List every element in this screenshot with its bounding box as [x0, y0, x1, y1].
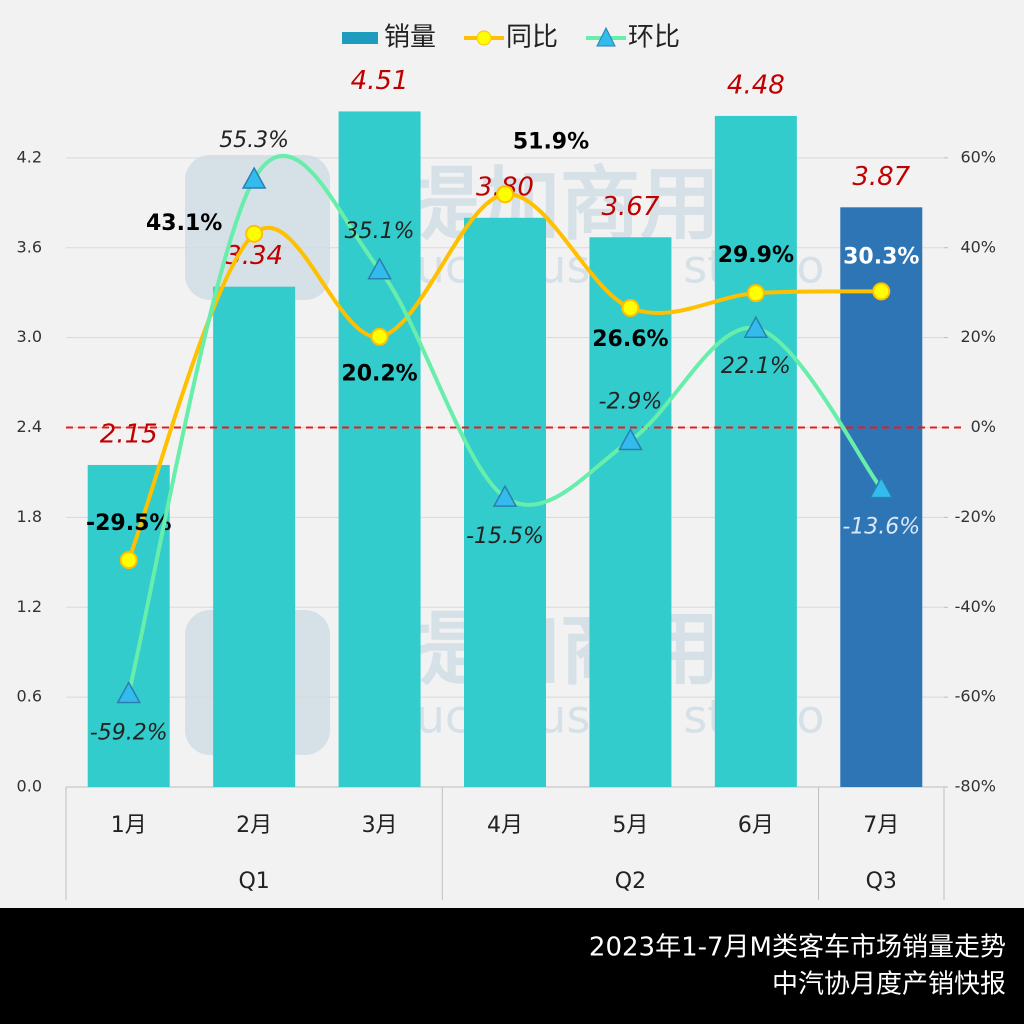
line-marker: [746, 284, 765, 303]
line-value-label: 22.1%: [721, 354, 791, 379]
y-tick-label: 0.6: [17, 687, 42, 706]
line-value-label: 35.1%: [345, 219, 415, 244]
line-marker: [241, 166, 267, 189]
y2-tick-label: 60%: [960, 147, 996, 166]
line-marker: [367, 257, 392, 280]
bar-value-label: 3.67: [601, 192, 659, 222]
y2-tick-label: -60%: [955, 687, 996, 706]
line-value-label: 51.9%: [513, 129, 589, 154]
bar-value-label: 2.15: [100, 419, 158, 449]
bar: [87, 464, 170, 787]
bar-value-label: 4.51: [351, 66, 409, 96]
footer-title: 2023年1-7月M类客车市场销量走势: [589, 933, 1006, 963]
x-tick-label: 6月: [738, 813, 774, 838]
line-value-label: -15.5%: [466, 524, 544, 549]
footer-subtitle: 中汽协月度产销快报: [772, 970, 1006, 1000]
y2-tick-label: 20%: [960, 327, 996, 346]
bar: [213, 286, 296, 787]
line-marker: [743, 315, 769, 338]
y-tick-label: 0.0: [17, 777, 42, 796]
bar-value-label: 3.87: [852, 162, 910, 192]
line-value-label: -29.5%: [86, 511, 171, 536]
y2-tick-label: -20%: [955, 507, 996, 526]
y2-tick-label: 0%: [971, 417, 996, 436]
legend-label: 环比: [628, 23, 680, 53]
line-value-label: 29.9%: [718, 243, 794, 268]
y-tick-label: 3.0: [17, 327, 42, 346]
x-tick-label: 5月: [612, 813, 648, 838]
y-tick-label: 3.6: [17, 237, 42, 256]
line-value-label: 30.3%: [843, 244, 919, 269]
bar: [338, 111, 421, 788]
bar-value-label: 3.34: [225, 241, 283, 271]
x-tick-label: 3月: [362, 813, 398, 838]
legend-label: 销量: [384, 23, 436, 53]
line-marker: [869, 476, 894, 499]
line-value-label: 20.2%: [341, 362, 417, 387]
y2-tick-label: -80%: [955, 777, 996, 796]
line-marker: [492, 484, 518, 507]
footer-band: [0, 908, 1024, 1024]
y-tick-label: 4.2: [17, 147, 42, 166]
y2-tick-label: 40%: [960, 237, 996, 256]
line-value-label: -59.2%: [90, 721, 168, 746]
group-label: Q3: [866, 869, 897, 894]
legend-marker: [476, 30, 492, 46]
line-marker: [496, 185, 514, 204]
line-marker: [370, 327, 389, 346]
x-tick-label: 4月: [487, 813, 523, 838]
line-marker: [116, 680, 141, 704]
line: [126, 153, 883, 695]
y-tick-label: 2.4: [17, 417, 42, 436]
line-value-label: -2.9%: [599, 390, 663, 415]
line-marker: [621, 298, 640, 317]
line-marker: [245, 224, 264, 243]
y2-tick-label: -40%: [955, 597, 996, 616]
line-marker: [119, 551, 138, 570]
legend-label: 同比: [506, 23, 558, 53]
y-tick-label: 1.2: [17, 597, 42, 616]
legend-marker: [596, 26, 616, 47]
line-marker: [872, 282, 891, 301]
line-value-label: -13.6%: [842, 515, 920, 540]
x-tick-label: 2月: [236, 813, 272, 838]
x-tick-label: 7月: [863, 813, 899, 838]
line: [126, 192, 882, 561]
line-value-label: 43.1%: [146, 211, 222, 236]
group-label: Q2: [615, 869, 646, 894]
bar: [589, 237, 672, 787]
line-value-label: 26.6%: [592, 327, 668, 352]
group-label: Q1: [238, 869, 269, 894]
bar: [714, 115, 797, 787]
y-tick-label: 1.8: [17, 507, 42, 526]
line-marker: [618, 427, 643, 451]
legend-swatch: [342, 32, 378, 44]
line-value-label: 55.3%: [219, 128, 289, 153]
x-tick-label: 1月: [111, 813, 147, 838]
bar-value-label: 4.48: [727, 70, 785, 100]
